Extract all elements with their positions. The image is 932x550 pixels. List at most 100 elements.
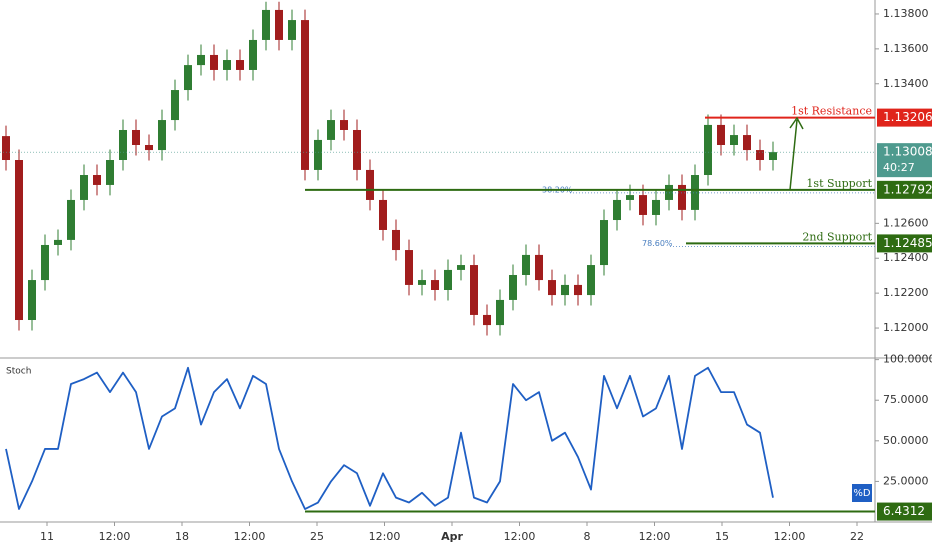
y-tick-label: 1.12200 [883, 286, 929, 299]
level-price-box [877, 234, 932, 253]
candle-body [236, 60, 244, 70]
candle-body [93, 175, 101, 185]
y-tick-label: 1.12600 [883, 216, 929, 229]
y-tick-label: 1.13600 [883, 42, 929, 55]
candle-body [353, 129, 361, 170]
candle-body [366, 169, 374, 200]
x-tick-label: 12:00 [99, 530, 131, 543]
y-tick-label: 100.0000 [883, 353, 932, 366]
x-tick-label: 12:00 [639, 530, 671, 543]
current-price-box [877, 143, 932, 178]
candle-body [769, 152, 777, 161]
y-tick-label: 75.0000 [883, 393, 929, 406]
marker-label: 6.4312 [883, 504, 925, 518]
candle-body [275, 9, 283, 40]
level-price-label: 1.12485 [883, 236, 932, 250]
candle-body [561, 284, 569, 296]
x-tick-label: 22 [850, 530, 864, 543]
candle-body [457, 265, 465, 270]
candle-body [574, 284, 582, 296]
x-tick-label: 18 [175, 530, 189, 543]
candle-body [535, 254, 543, 281]
candle-body [379, 199, 387, 230]
candle-body [197, 54, 205, 66]
candle-body [587, 265, 595, 296]
x-tick-label: 12:00 [234, 530, 266, 543]
candle-body [67, 199, 75, 240]
candle-body [327, 120, 335, 140]
candle-body [132, 129, 140, 145]
y-tick-label: 1.12400 [883, 251, 929, 264]
x-tick-label: 25 [310, 530, 324, 543]
candle-body [223, 60, 231, 70]
projection-arrow [789, 116, 804, 191]
candle-body [28, 280, 36, 321]
candle-body [15, 160, 23, 321]
candle-body [405, 250, 413, 285]
level-name: 1st Resistance [791, 105, 872, 118]
x-tick-label: 8 [584, 530, 591, 543]
candle-body [548, 280, 556, 296]
candle-body [184, 65, 192, 91]
x-tick-label: 12:00 [369, 530, 401, 543]
level-price-label: 1.12792 [883, 182, 932, 196]
candle-body [743, 135, 751, 151]
candle-body [340, 120, 348, 130]
candle-body [119, 129, 127, 161]
candle-body [210, 54, 218, 70]
x-tick-label: 12:00 [774, 530, 806, 543]
level-price-label: 1.13206 [883, 110, 932, 124]
candle-body [600, 220, 608, 266]
candle-body [626, 195, 634, 200]
candle-body [704, 124, 712, 176]
current-price-label: 1.13008 [883, 145, 932, 159]
y-tick-label: 50.0000 [883, 434, 929, 447]
candle-body [470, 265, 478, 315]
candle-body [509, 274, 517, 300]
legend-label: %D [853, 488, 871, 499]
y-tick-label: 1.13800 [883, 7, 929, 20]
candle-body [2, 136, 10, 161]
candle-body [418, 280, 426, 285]
y-tick-label: 1.13400 [883, 77, 929, 90]
candle-body [80, 175, 88, 200]
candle-body [522, 254, 530, 275]
x-tick-label: 15 [715, 530, 729, 543]
candle-body [314, 139, 322, 170]
candle-body [730, 135, 738, 145]
candle-body [496, 299, 504, 326]
candle-body [54, 239, 62, 245]
candle-body [613, 199, 621, 221]
candle-body [691, 175, 699, 210]
candle-body [639, 195, 647, 215]
candle-body [678, 184, 686, 210]
stoch-title: Stoch [6, 367, 31, 377]
candle-body [431, 280, 439, 290]
candle-body [756, 150, 764, 161]
candle-body [145, 144, 153, 151]
level-price-box [877, 180, 932, 199]
level-price-box [877, 108, 932, 127]
candle-body [392, 229, 400, 251]
candle-body [249, 39, 257, 70]
candle-body [106, 160, 114, 185]
candle-body [288, 20, 296, 40]
x-tick-label: Apr [441, 530, 463, 543]
countdown-label: 40:27 [883, 161, 915, 174]
level-name: 2nd Support [802, 230, 872, 243]
candle-body [301, 20, 309, 170]
x-tick-label: 11 [40, 530, 54, 543]
candle-body [41, 244, 49, 281]
marker-box [877, 502, 932, 521]
stoch-line [5, 366, 774, 510]
candle-body [717, 124, 725, 145]
legend-box [852, 484, 872, 502]
candle-body [652, 199, 660, 215]
candle-body [171, 90, 179, 121]
y-tick-label: 25.0000 [883, 474, 929, 487]
candle-body [158, 120, 166, 151]
level-name: 1st Support [806, 177, 872, 190]
fib-label: 78.60% [642, 239, 673, 248]
